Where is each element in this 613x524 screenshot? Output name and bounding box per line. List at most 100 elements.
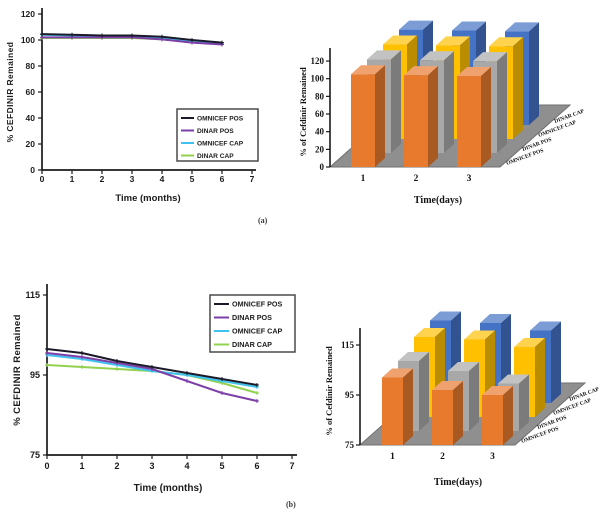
bar-dinar-pos-day1-top <box>367 50 401 60</box>
bar-dinar-cap-day2-top <box>480 314 511 323</box>
y-axis-title: % of Cefdinir Remained <box>298 67 308 157</box>
bar-dinar-pos-day3-side <box>519 374 529 431</box>
x-axis-title: Time(days) <box>434 477 482 488</box>
legend-label-dinar-pos: DINAR POS <box>197 128 234 135</box>
x-tick-label: 4 <box>184 461 189 471</box>
series-marker-dinar-pos <box>220 391 224 395</box>
series-marker-dinar-cap <box>115 367 119 371</box>
x-tick-label: 7 <box>289 461 294 471</box>
series-marker-omnicef-pos <box>160 34 164 39</box>
bar-omnicef-pos-day3-top <box>482 386 513 395</box>
y-tick-label: 60 <box>315 109 325 119</box>
y-tick-label: 0 <box>30 165 35 175</box>
bar-omnicef-pos-day1-side <box>375 65 385 167</box>
series-marker-omnicef-pos <box>150 365 154 369</box>
y-tick-label: 100 <box>21 35 35 45</box>
x-tick-label: 2 <box>414 174 419 184</box>
x-tick-label: 3 <box>490 452 495 462</box>
line-chart-a: 0 20 40 60 80 100 120 0 1 2 3 4 5 6 7 % CEFDINIR Remain… <box>5 8 259 204</box>
series-marker-dinar-pos <box>80 355 84 359</box>
bar-omnicef-pos-day2-side <box>428 66 438 167</box>
y-tick-label: 80 <box>26 61 36 71</box>
x-axis-title: Time (months) <box>134 483 203 494</box>
y-axis-title: % of Cefdinir Remained <box>324 346 334 436</box>
series-marker-dinar-cap <box>45 363 49 367</box>
y-tick-label: 120 <box>21 9 35 19</box>
legend-label-dinar-cap: DINAR CAP <box>232 340 272 349</box>
bar3d-chart-a: 0 20 40 60 80 100 120% of Cefdinir Remained 1 2 3… <box>298 20 586 206</box>
series-marker-omnicef-pos <box>40 32 44 37</box>
bar-omnicef-pos-day3-top <box>457 67 491 77</box>
y-tick-label: 75 <box>345 440 355 450</box>
series-marker-omnicef-pos <box>255 383 259 387</box>
bar-omnicef-cap-day3-side <box>513 37 523 139</box>
y-tick-label: 120 <box>311 56 325 66</box>
bar-omnicef-pos-day1-top <box>351 65 385 75</box>
x-tick-label: 2 <box>114 461 119 471</box>
bar-dinar-pos-day2-top <box>420 51 454 61</box>
bar-omnicef-cap-day2-top <box>436 36 470 46</box>
y-tick-label: 40 <box>26 113 36 123</box>
x-tick-label: 3 <box>130 174 135 184</box>
series-marker-omnicef-pos <box>190 38 194 42</box>
bar-dinar-pos-day2-side <box>444 51 454 153</box>
bar-omnicef-pos-day2-top <box>432 381 463 390</box>
line-chart-b: 75 95 115 0 1 2 3 4 5 6 7 % CEFDINIR Remained Time (… <box>12 284 297 494</box>
x-tick-label: 0 <box>40 174 45 184</box>
bar-dinar-cap-day2-top <box>452 21 486 31</box>
series-marker-omnicef-pos <box>100 33 104 38</box>
bar-dinar-cap-day3-side <box>529 22 539 125</box>
bar-omnicef-pos-day2-front <box>432 390 453 445</box>
x-tick-label: 3 <box>149 461 154 471</box>
bar-omnicef-pos-day1-front <box>351 74 375 167</box>
panel-label-a: (a) <box>258 216 268 225</box>
series-marker-dinar-cap <box>80 365 84 369</box>
y-tick-label: 95 <box>30 370 40 380</box>
series-marker-omnicef-pos <box>130 33 134 38</box>
x-tick-label: 5 <box>190 174 195 184</box>
bar-omnicef-cap-day3-side <box>535 338 545 417</box>
legend-label-dinar-cap: DINAR CAP <box>197 153 234 160</box>
y-axis-title: % CEFDINIR Remained <box>5 42 15 143</box>
bar-omnicef-pos-day1-top <box>382 368 413 378</box>
legend-label-omnicef-pos: OMNICEF POS <box>232 300 283 309</box>
x-tick-label: 0 <box>44 461 49 471</box>
series-marker-omnicef-pos <box>220 40 224 45</box>
x-tick-label: 1 <box>70 174 75 184</box>
legend-label-dinar-pos: DINAR POS <box>232 313 272 322</box>
x-tick-label: 7 <box>250 174 255 184</box>
bar-dinar-cap-day1-top <box>399 20 433 30</box>
y-tick-label: 75 <box>30 450 40 460</box>
bar-omnicef-cap-day1-top <box>383 35 417 45</box>
series-marker-dinar-pos <box>45 351 49 355</box>
y-tick-label: 60 <box>26 87 36 97</box>
x-tick-label: 3 <box>467 174 472 184</box>
x-tick-label: 6 <box>220 174 225 184</box>
bar-dinar-cap-day3-top <box>530 321 561 331</box>
bar-omnicef-pos-day2-top <box>404 66 438 76</box>
bar-omnicef-pos-day3-side <box>503 386 513 445</box>
y-tick-label: 40 <box>315 127 325 137</box>
bar-dinar-pos-day3-side <box>497 52 507 153</box>
bar-omnicef-pos-day2-front <box>404 75 428 167</box>
legend-label-omnicef-cap: OMNICEF CAP <box>197 141 244 148</box>
legend-label-omnicef-pos: OMNICEF POS <box>197 116 244 123</box>
bar-omnicef-cap-day3-top <box>514 338 545 347</box>
legend-label-omnicef-cap: OMNICEF CAP <box>232 327 283 336</box>
bar-dinar-pos-day1-side <box>391 50 401 153</box>
series-marker-omnicef-pos <box>45 347 49 351</box>
bar-omnicef-pos-day3-front <box>482 395 503 445</box>
x-tick-label: 4 <box>160 174 165 184</box>
series-line-dinar-pos <box>46 352 258 402</box>
x-tick-label: 1 <box>79 461 84 471</box>
bar-omnicef-cap-day3-top <box>489 37 523 47</box>
bar-dinar-pos-day2-side <box>469 362 479 431</box>
series-marker-dinar-pos <box>185 379 189 383</box>
bar-dinar-cap-day3-top <box>505 22 539 32</box>
y-tick-label: 80 <box>315 91 325 101</box>
bar-omnicef-pos-day3-front <box>457 76 481 167</box>
x-tick-label: 6 <box>254 461 259 471</box>
series-marker-omnicef-pos <box>80 351 84 355</box>
series-marker-omnicef-pos <box>185 371 189 375</box>
x-tick-label: 2 <box>440 452 445 462</box>
